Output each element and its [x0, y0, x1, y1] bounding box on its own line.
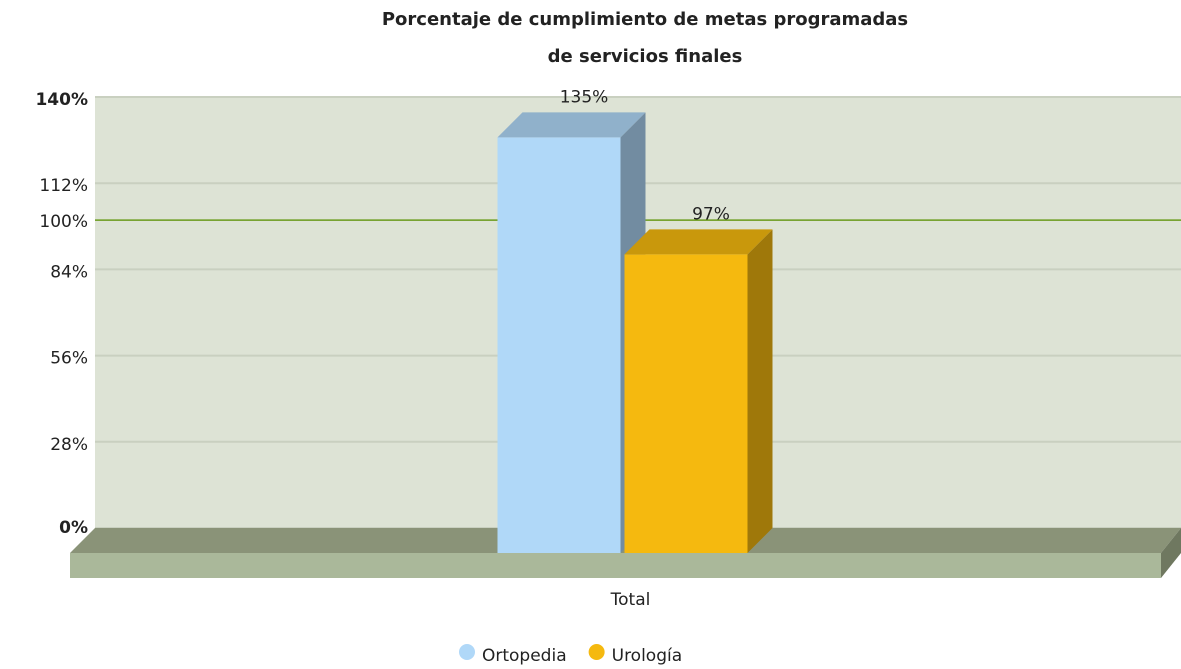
y-tick-label: 112% — [39, 176, 88, 196]
bar — [497, 112, 646, 554]
chart-title: Porcentaje de cumplimiento de metas prog… — [382, 9, 908, 30]
target-label: 100% — [39, 212, 88, 232]
bar-side — [747, 229, 773, 553]
bar-top — [624, 229, 773, 255]
y-tick-label: 84% — [50, 262, 88, 282]
legend-label: Ortopedia — [482, 646, 567, 666]
chart-title: de servicios finales — [548, 46, 743, 67]
legend-label: Urología — [612, 646, 683, 666]
legend-marker — [459, 644, 475, 660]
x-tick-label: Total — [610, 590, 651, 610]
bar — [624, 229, 773, 553]
bar-top — [497, 112, 646, 138]
legend-marker — [588, 644, 605, 660]
floor-front — [70, 553, 1161, 578]
bar-front — [497, 137, 621, 553]
y-tick-label: 28% — [50, 435, 88, 455]
y-tick-label: 56% — [50, 349, 88, 369]
value-label: 135% — [560, 87, 609, 107]
floor-side — [1161, 528, 1181, 578]
bar-front — [624, 254, 748, 553]
value-label: 97% — [692, 204, 730, 224]
y-tick-label: 140% — [35, 90, 88, 110]
y-tick-label: 0% — [59, 518, 88, 538]
